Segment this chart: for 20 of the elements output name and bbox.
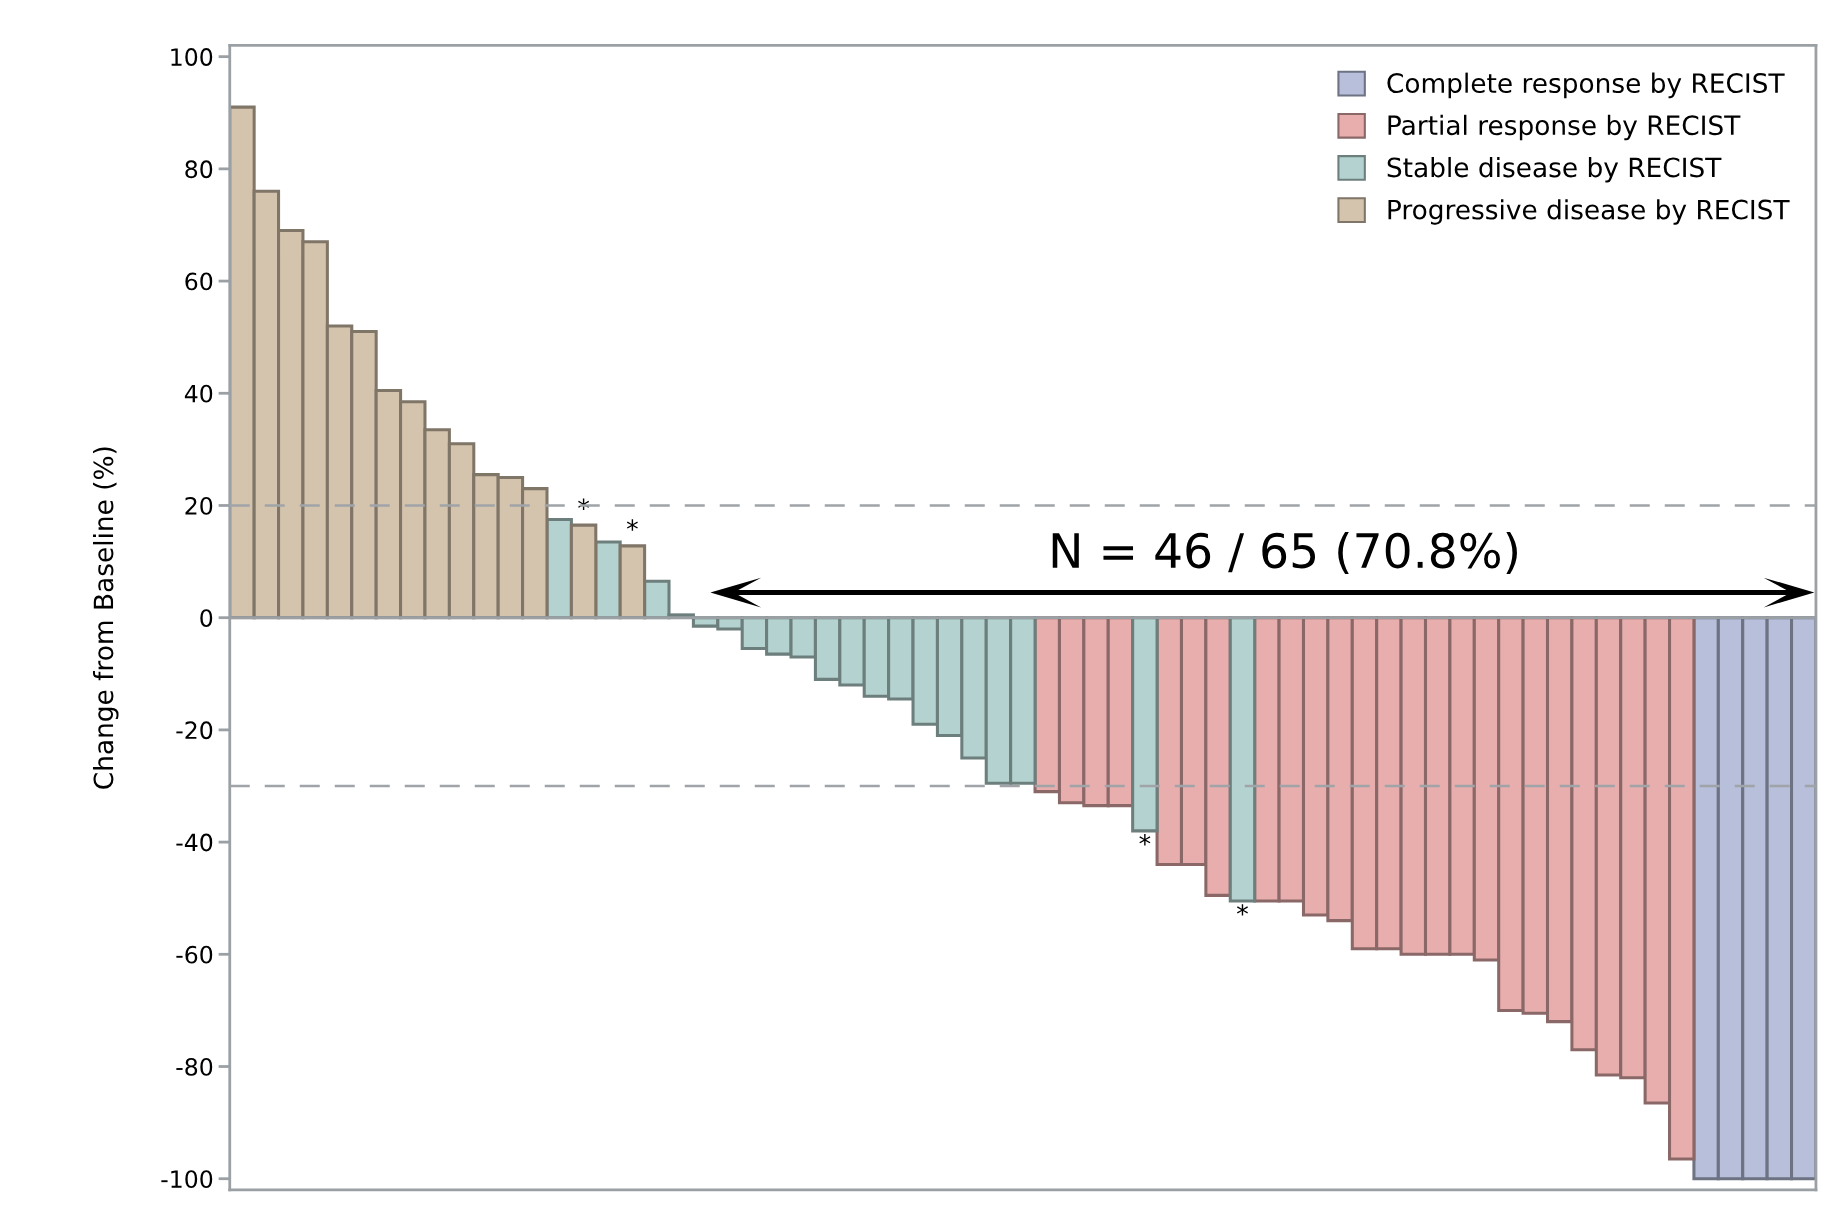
y-tick-label: -20	[176, 721, 213, 740]
y-axis-title: Change from Baseline (%)	[92, 447, 119, 789]
y-tick-label: 40	[184, 384, 213, 403]
y-tick-label: 60	[185, 272, 213, 291]
y-tick-label: 0	[200, 609, 213, 627]
data-label: *	[1139, 834, 1151, 846]
y-tick-label: 20	[185, 496, 213, 515]
data-label: *	[626, 519, 638, 531]
y-tick-label: -100	[161, 1170, 213, 1189]
y-tick-label: 100	[171, 48, 213, 66]
y-tick-label: -80	[176, 1057, 213, 1076]
y-tick-label: -60	[176, 945, 213, 964]
data-label: *	[1236, 904, 1248, 916]
legend-label: Complete response by RECIST	[1387, 72, 1785, 99]
legend-label: Progressive disease by RECIST	[1388, 199, 1790, 225]
y-tick-label: -40	[176, 833, 213, 852]
legend-label: Partial response by RECIST	[1388, 114, 1741, 141]
annotation: N = 46 / 65 (70.8%)	[1052, 531, 1517, 574]
y-tick-label: 80	[185, 160, 213, 179]
legend-label: Stable disease by RECIST	[1387, 156, 1722, 183]
